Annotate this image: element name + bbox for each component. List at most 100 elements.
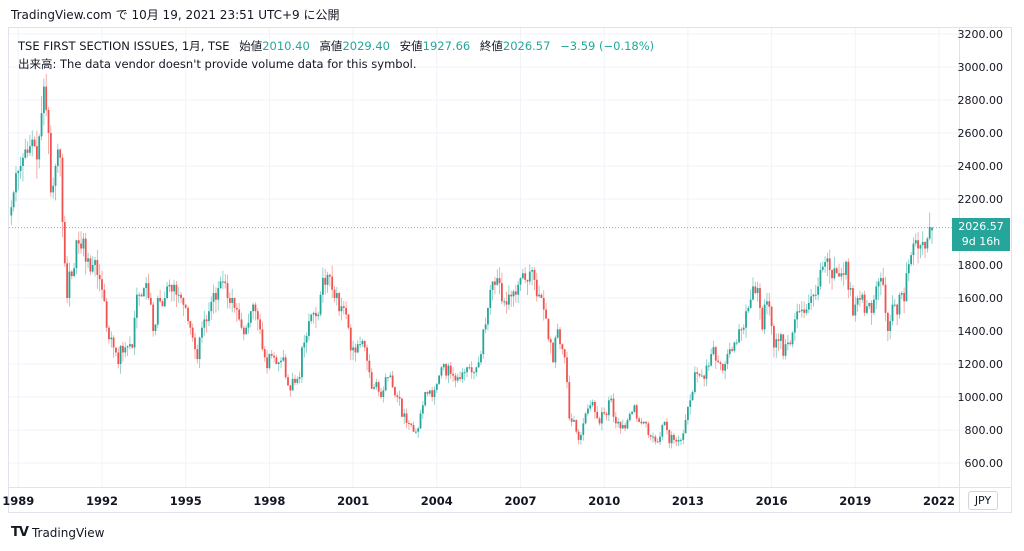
candle-body [294, 378, 296, 383]
candle-body [661, 425, 664, 437]
candle-body [45, 86, 48, 110]
currency-badge[interactable]: JPY [968, 491, 998, 510]
candle-body [82, 238, 85, 249]
candle-body [177, 294, 180, 296]
candle-body [377, 382, 380, 392]
candle [577, 429, 580, 445]
candle-body [170, 284, 173, 292]
candle-body [849, 288, 852, 290]
candle [905, 262, 908, 302]
candle [94, 256, 96, 277]
candle [889, 314, 892, 340]
candle [163, 291, 166, 308]
candle [175, 281, 178, 308]
candle [619, 421, 622, 434]
candle [333, 286, 336, 303]
candle-body [666, 421, 668, 430]
price-tick-label: 600.00 [965, 457, 1004, 470]
candle-body [589, 405, 592, 409]
candle [291, 372, 294, 391]
candle-body [510, 294, 513, 297]
candle [507, 285, 510, 310]
candle [724, 360, 726, 380]
candle [786, 334, 789, 351]
candle-body [852, 288, 854, 316]
candle-body [66, 263, 69, 298]
candle [391, 370, 394, 388]
candle-body [761, 307, 764, 330]
candle [154, 323, 157, 336]
candle-body [642, 421, 645, 424]
candle-body [731, 349, 733, 351]
candle [775, 333, 778, 358]
candles [10, 73, 933, 449]
candle-body [856, 298, 859, 305]
tradingview-brand[interactable]: TV TradingView [11, 525, 104, 540]
candle [428, 390, 431, 396]
candle-body [503, 301, 506, 303]
price-tick-label: 1600.00 [958, 292, 1004, 305]
candle [726, 349, 729, 370]
candle-body [752, 286, 754, 300]
candle-body [52, 185, 55, 193]
candle [184, 303, 187, 309]
candle [635, 403, 638, 422]
candle-body [617, 421, 620, 424]
candle-body [61, 157, 64, 223]
candle [52, 177, 55, 199]
candle [191, 323, 194, 342]
candle-body [533, 269, 536, 280]
candle [812, 293, 815, 307]
candle [112, 335, 115, 358]
candle-body [640, 421, 643, 424]
price-tick-label: 800.00 [965, 424, 1004, 437]
candle-body [110, 337, 113, 340]
candle-body [233, 298, 236, 308]
candle-body [698, 373, 701, 376]
candle-body [719, 362, 722, 364]
candle-body [328, 274, 331, 277]
candle [303, 334, 306, 358]
candle [40, 96, 43, 141]
candle [735, 339, 738, 346]
candle-body [456, 377, 459, 381]
candle [742, 324, 745, 335]
candle-body [59, 149, 62, 158]
candle [573, 416, 575, 422]
candle [759, 283, 761, 320]
candle [861, 292, 864, 303]
candle-body [105, 301, 108, 328]
candle [75, 239, 78, 275]
candle [98, 264, 101, 292]
candle [687, 406, 689, 425]
candle-body [412, 425, 415, 432]
candle [566, 351, 568, 389]
candle [791, 331, 794, 348]
candle [321, 267, 324, 303]
candle [324, 268, 327, 295]
candle-body [140, 294, 143, 297]
candle [249, 310, 252, 328]
candle-body [591, 401, 594, 406]
candle-body [33, 139, 36, 147]
candle-body [868, 302, 871, 307]
candle [347, 313, 350, 330]
candle-body [610, 398, 613, 401]
candle-body [898, 294, 901, 315]
symbol-name[interactable]: TSE FIRST SECTION ISSUES, 1月, TSE [18, 39, 230, 53]
candle-body [473, 372, 475, 374]
candle-body [707, 365, 710, 367]
candle-body [775, 339, 778, 348]
candle [466, 366, 468, 377]
candle-body [712, 347, 715, 355]
candle-body [138, 294, 141, 296]
candle-body [879, 278, 882, 282]
candle-body [742, 327, 745, 330]
candle [505, 291, 508, 314]
candle-body [277, 362, 280, 364]
candle [373, 383, 375, 391]
candle [84, 232, 87, 275]
candle [319, 291, 322, 317]
time-tick-label: 2016 [756, 494, 788, 508]
